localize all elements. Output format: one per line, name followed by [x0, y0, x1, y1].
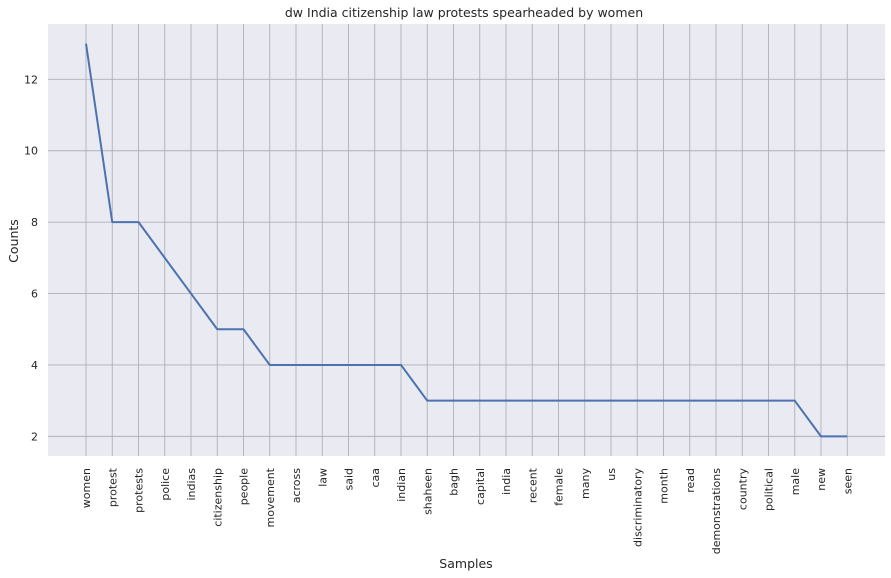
x-tick-label: india [500, 468, 513, 495]
x-tick-label: capital [474, 468, 487, 505]
x-tick-label: country [736, 468, 749, 511]
y-axis-label: Counts [6, 219, 21, 263]
x-tick-label: discriminatory [631, 468, 644, 547]
chart-title: dw India citizenship law protests spearh… [285, 5, 643, 20]
x-tick-label: male [789, 468, 802, 496]
y-tick-labels: 2 4 6 8 10 12 [24, 73, 38, 443]
x-tick-label: police [159, 468, 172, 501]
x-gridlines [85, 24, 848, 456]
x-tick-label: indian [395, 468, 408, 502]
x-tick-label: read [684, 468, 697, 493]
x-tick-label: new [815, 468, 828, 491]
x-tick-label: us [605, 468, 618, 481]
series-group [85, 43, 848, 438]
y-tick-label: 2 [31, 430, 38, 443]
x-tick-label: said [343, 468, 356, 491]
x-tick-label: bagh [448, 468, 461, 496]
x-tick-label: movement [264, 467, 277, 527]
x-axis-label: Samples [439, 556, 492, 571]
plot-area [48, 24, 885, 456]
x-tick-label: shaheen [421, 468, 434, 515]
y-tick-label: 12 [24, 73, 38, 86]
x-tick-label: law [316, 468, 329, 487]
y-tick-label: 4 [31, 359, 38, 372]
y-tick-label: 8 [31, 216, 38, 229]
y-tick-label: 10 [24, 145, 38, 158]
x-tick-label: protests [133, 468, 146, 513]
y-tick-label: 6 [31, 288, 38, 301]
y-gridlines [48, 78, 885, 437]
x-tick-label: recent [526, 467, 539, 503]
x-tick-label: month [658, 468, 671, 504]
x-tick-label: many [579, 468, 592, 499]
x-tick-labels: women protest protests police indias citizens… [80, 467, 854, 554]
x-tick-label: across [290, 468, 303, 504]
x-tick-label: female [553, 468, 566, 506]
x-tick-label: caa [369, 468, 382, 488]
series-line [85, 43, 848, 438]
x-tick-label: protest [106, 467, 119, 507]
x-tick-label: seen [841, 468, 854, 494]
x-tick-label: women [80, 468, 93, 508]
x-tick-label: people [238, 468, 251, 506]
x-tick-label: citizenship [211, 468, 224, 527]
x-tick-label: indias [185, 468, 198, 501]
x-tick-label: political [763, 468, 776, 511]
x-tick-label: demonstrations [710, 468, 723, 555]
